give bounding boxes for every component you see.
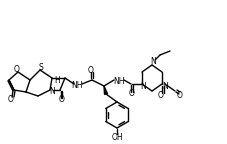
Text: S: S [38, 62, 43, 72]
Text: NH: NH [71, 80, 82, 90]
Text: N: N [49, 87, 55, 95]
Text: N: N [161, 82, 167, 90]
Text: O: O [8, 94, 14, 104]
Text: N: N [140, 82, 145, 90]
Text: OH: OH [111, 132, 122, 142]
Text: NH: NH [113, 76, 124, 86]
Text: O: O [14, 65, 20, 73]
Text: O: O [88, 66, 94, 74]
Polygon shape [104, 86, 107, 94]
Text: O: O [128, 90, 134, 98]
Text: O: O [176, 90, 182, 100]
Text: O: O [157, 90, 163, 100]
Text: H: H [54, 75, 60, 85]
Text: O: O [59, 95, 65, 105]
Text: N: N [149, 56, 155, 66]
